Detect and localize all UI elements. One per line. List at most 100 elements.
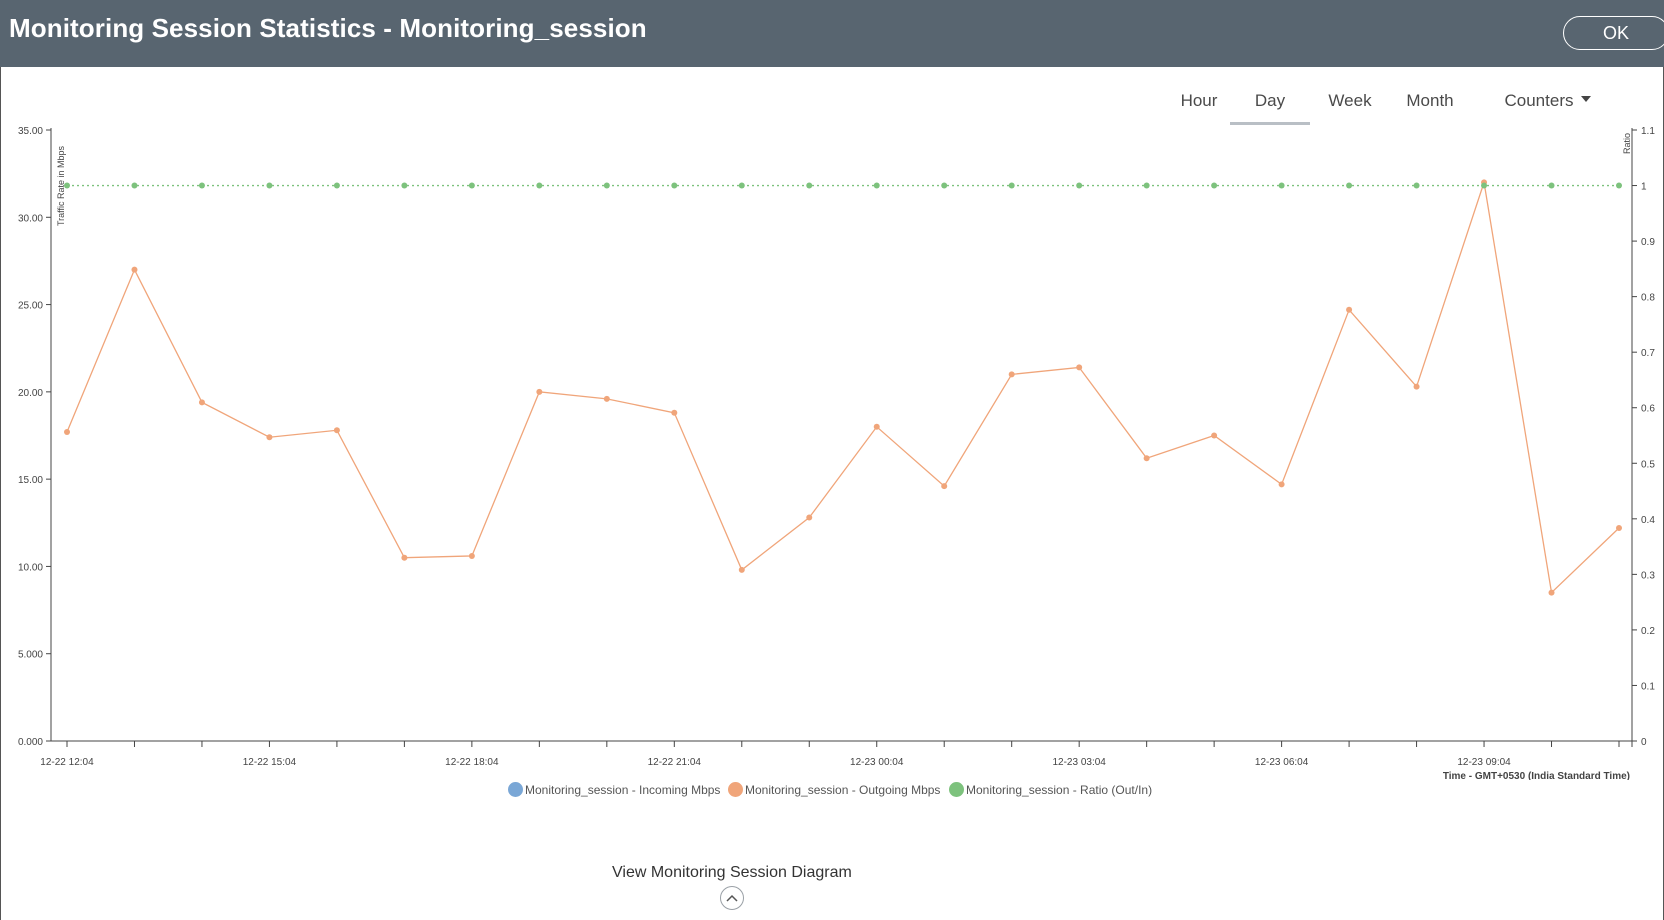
title-bar: Monitoring Session Statistics - Monitori… [0,0,1664,67]
x-tick-label: 12-22 21:04 [648,757,702,768]
legend-item-incoming[interactable]: Monitoring_session - Incoming Mbps [508,782,720,798]
series-point-2 [1413,182,1420,189]
series-point-1 [1616,525,1622,532]
y2-tick-label: 0.9 [1641,237,1655,248]
series-point-1 [198,399,205,406]
y2-tick-label: 0.2 [1641,626,1655,637]
series-point-2 [1143,182,1150,189]
y2-tick-label: 0.5 [1641,459,1655,470]
y-tick-label: 10.00 [18,562,43,573]
frame-border-left [0,67,1,920]
series-point-1 [131,266,138,273]
expand-button[interactable] [720,886,744,910]
series-point-2 [333,182,340,189]
series-point-1 [1413,383,1420,390]
y2-axis-title: Ratio [1622,133,1632,154]
y-tick-label: 15.00 [18,475,43,486]
view-diagram-link[interactable]: View Monitoring Session Diagram [612,864,852,881]
y2-tick-label: 0.6 [1641,404,1655,415]
series-point-1 [1008,371,1015,378]
x-tick-label: 12-23 03:04 [1052,757,1106,768]
legend-label-outgoing: Monitoring_session - Outgoing Mbps [745,783,941,797]
series-point-1 [536,388,543,395]
series-point-1 [1143,455,1150,462]
tab-day[interactable]: Day [1230,88,1310,125]
series-point-2 [131,182,138,189]
y-axis-title: Traffic Rate in Mbps [56,145,66,226]
series-point-1 [266,434,273,441]
series-point-1 [1346,306,1353,313]
counters-dropdown[interactable]: Counters [1500,88,1596,122]
series-point-1 [873,423,880,430]
x-tick-label: 12-23 00:04 [850,757,904,768]
x-tick-label: 12-22 12:04 [40,757,94,768]
series-point-2 [1008,182,1015,189]
legend-item-ratio[interactable]: Monitoring_session - Ratio (Out/In) [949,782,1153,798]
series-point-1 [1548,589,1555,596]
y-tick-label: 35.00 [18,126,43,137]
series-point-2 [671,182,678,189]
series-point-1 [333,427,340,434]
series-point-2 [1346,182,1353,189]
series-point-2 [873,182,880,189]
y2-tick-label: 1.1 [1641,126,1655,137]
series-point-2 [941,182,948,189]
legend-swatch-ratio [949,782,964,798]
x-tick-label: 12-23 09:04 [1457,757,1511,768]
series-point-2 [468,182,475,189]
series-point-1 [941,483,948,490]
window-title: Monitoring Session Statistics - Monitori… [9,13,647,43]
chevron-up-icon [726,894,738,902]
y2-tick-label: 0.7 [1641,348,1655,359]
tab-month[interactable]: Month [1406,91,1454,110]
series-point-1 [671,409,678,416]
chart-legend: Monitoring_session - Incoming Mbps Monit… [0,782,1664,803]
time-range-tabs: Hour Day Week Month Counters [0,88,1664,125]
y-tick-label: 25.00 [18,301,43,312]
x-tick-label: 12-22 18:04 [445,757,499,768]
series-point-2 [738,182,745,189]
series-point-1 [64,429,70,436]
series-point-2 [1616,182,1622,189]
x-tick-label: 12-23 06:04 [1255,757,1309,768]
series-point-2 [1481,182,1488,189]
traffic-chart: 0.000 5.000 10.00 15.00 20.00 25.00 30.00 35.00… [18,126,1655,780]
tab-week[interactable]: Week [1328,91,1372,110]
x-tick-label: 12-22 15:04 [243,757,297,768]
caret-down-icon [1581,95,1592,102]
series-point-2 [536,182,543,189]
y2-tick-label: 0.1 [1641,681,1655,692]
y-tick-label: 20.00 [18,388,43,399]
series-point-1 [468,552,475,559]
counters-label: Counters [1504,91,1574,110]
y-tick-label: 30.00 [18,213,43,224]
series-point-1 [1278,481,1285,488]
legend-label-ratio: Monitoring_session - Ratio (Out/In) [966,783,1153,797]
series-point-2 [1211,182,1218,189]
y-tick-label: 0.000 [18,737,43,748]
series-point-2 [266,182,273,189]
series-point-2 [603,182,610,189]
series-line-1 [66,182,1620,594]
x-axis-title: Time - GMT+0530 (India Standard Time) [1443,771,1630,780]
y2-tick-label: 0 [1641,737,1647,748]
y2-tick-label: 0.8 [1641,293,1655,304]
series-point-1 [1211,432,1218,439]
y-tick-label: 5.000 [18,650,43,661]
series-point-1 [1076,364,1083,371]
series-point-2 [198,182,205,189]
series-point-2 [1278,182,1285,189]
series-point-1 [806,514,813,521]
series-point-2 [401,182,408,189]
series-point-1 [603,395,610,402]
series-point-1 [738,566,745,573]
series-point-1 [401,554,408,561]
tab-hour[interactable]: Hour [1180,91,1218,110]
y2-tick-label: 1 [1641,182,1647,193]
series-point-2 [1076,182,1083,189]
legend-swatch-outgoing [728,782,743,798]
ok-button[interactable]: OK [1563,16,1664,50]
series-point-2 [806,182,813,189]
legend-item-outgoing[interactable]: Monitoring_session - Outgoing Mbps [728,782,941,798]
series-point-2 [1548,182,1555,189]
